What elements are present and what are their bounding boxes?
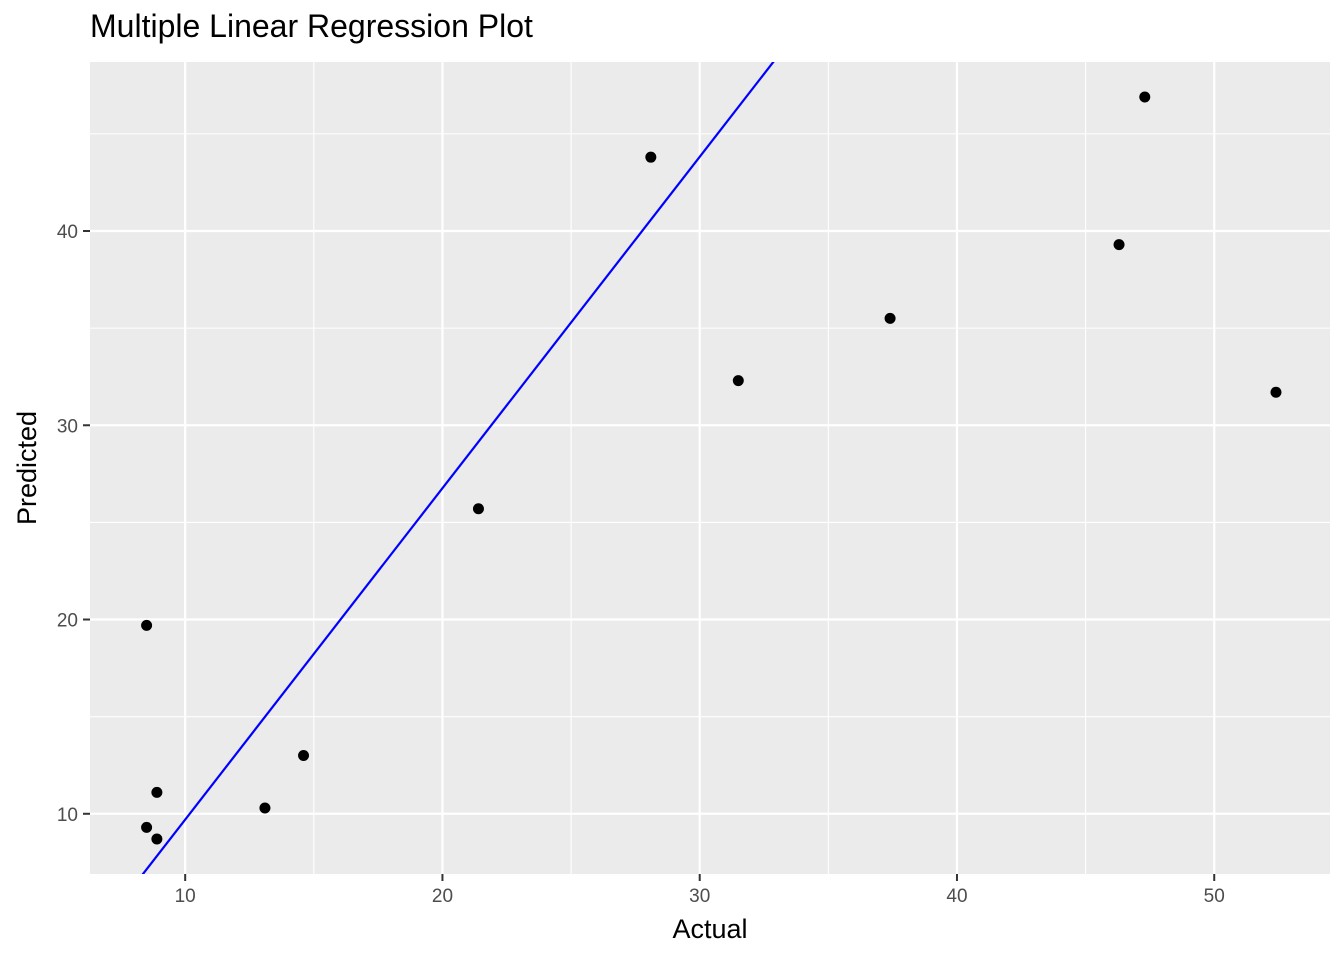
y-tick-label: 20 <box>57 611 78 632</box>
data-point <box>1113 239 1125 251</box>
y-tick-label: 40 <box>57 222 78 243</box>
x-tick-label: 10 <box>175 886 196 907</box>
y-axis-title: Predicted <box>12 411 42 525</box>
data-point <box>298 750 310 762</box>
plot-area <box>141 62 1282 874</box>
data-point <box>884 312 896 324</box>
x-axis-title: Actual <box>672 914 747 944</box>
data-marks <box>141 62 1282 874</box>
y-tick-label: 10 <box>57 805 78 826</box>
data-point <box>1139 91 1151 103</box>
data-point <box>141 619 153 631</box>
chart-title: Multiple Linear Regression Plot <box>90 8 533 44</box>
data-point <box>141 821 153 833</box>
data-point <box>472 503 484 515</box>
y-tick-label: 30 <box>57 416 78 437</box>
data-point <box>1270 386 1282 398</box>
plot-panel <box>90 62 1330 874</box>
data-point <box>732 375 744 387</box>
x-tick-label: 30 <box>689 886 710 907</box>
axis-ticks: 10 20 30 40 50 10 20 30 40 <box>57 222 1225 907</box>
x-tick-label: 40 <box>946 886 967 907</box>
data-point <box>645 151 657 163</box>
data-point <box>259 802 271 814</box>
x-tick-label: 20 <box>432 886 453 907</box>
data-point <box>151 833 163 845</box>
grid-lines <box>90 62 1330 874</box>
x-tick-label: 50 <box>1204 886 1225 907</box>
data-point <box>151 786 163 798</box>
regression-line <box>141 62 775 874</box>
